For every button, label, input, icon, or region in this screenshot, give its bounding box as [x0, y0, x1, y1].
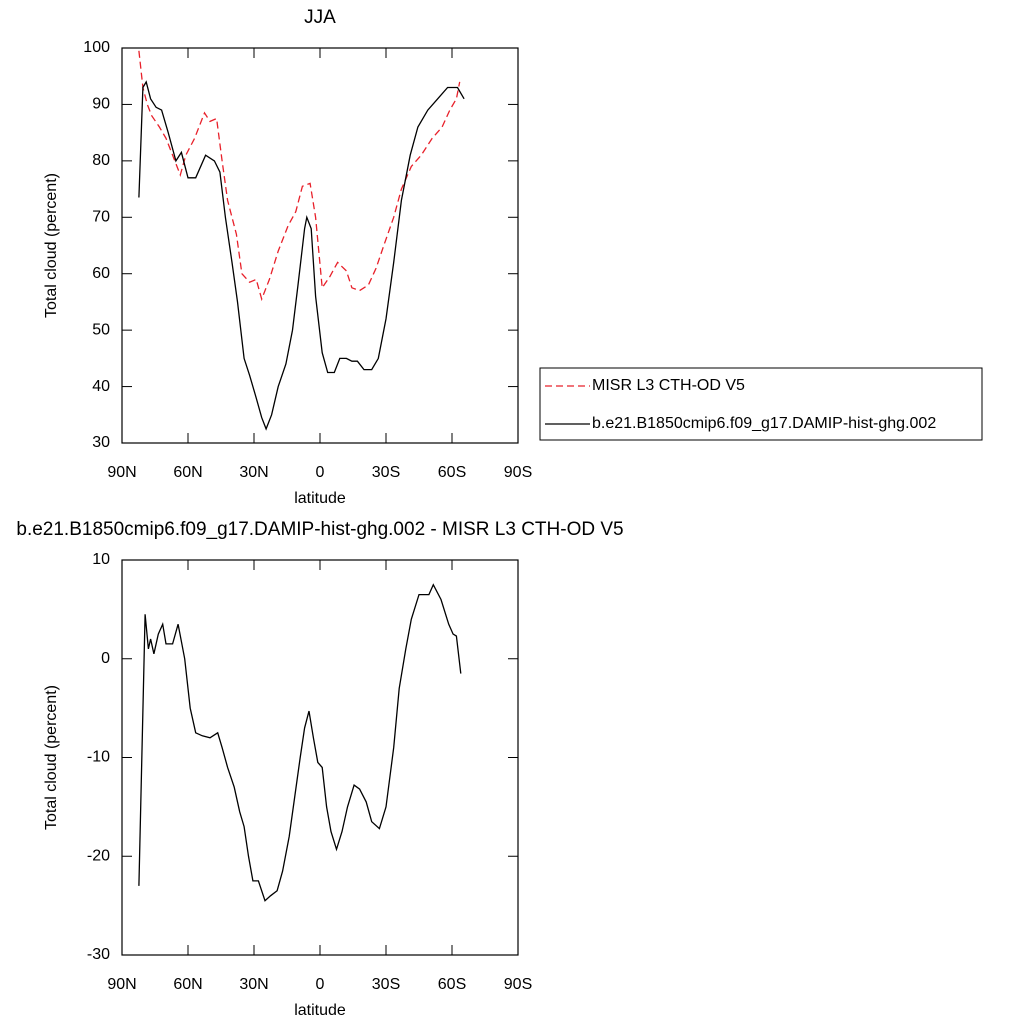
x-tick-label: 90N [107, 464, 136, 481]
x-tick-label: 60N [173, 976, 202, 993]
y-tick-label: 0 [101, 650, 110, 667]
x-axis-label: latitude [294, 1002, 346, 1019]
x-tick-label: 30S [372, 464, 400, 481]
data-line [138, 50, 461, 302]
data-line [138, 583, 462, 902]
x-tick-label: 90N [107, 976, 136, 993]
y-tick-label: 80 [92, 152, 110, 169]
x-tick-label: 60S [438, 976, 466, 993]
x-tick-label: 90S [504, 464, 532, 481]
x-tick-label: 60N [173, 464, 202, 481]
y-tick-label: 70 [92, 209, 110, 226]
y-tick-label: 60 [92, 265, 110, 282]
legend-box [539, 367, 983, 441]
legend-label: b.e21.B1850cmip6.f09_g17.DAMIP-hist-ghg.… [592, 415, 936, 432]
data-line [138, 80, 465, 431]
chart-title: b.e21.B1850cmip6.f09_g17.DAMIP-hist-ghg.… [16, 519, 623, 540]
plot-frame [121, 47, 519, 444]
x-tick-label: 30S [372, 976, 400, 993]
x-tick-label: 90S [504, 976, 532, 993]
y-axis-label: Total cloud (percent) [43, 173, 60, 318]
x-tick-label: 60S [438, 464, 466, 481]
y-axis-label: Total cloud (percent) [43, 685, 60, 830]
x-tick-label: 30N [239, 464, 268, 481]
x-tick-label: 0 [316, 976, 325, 993]
y-tick-label: 90 [92, 96, 110, 113]
y-tick-label: -30 [87, 946, 110, 963]
y-tick-label: 10 [92, 551, 110, 568]
x-tick-label: 30N [239, 976, 268, 993]
y-tick-label: 40 [92, 378, 110, 395]
y-tick-label: 50 [92, 321, 110, 338]
y-tick-label: 100 [83, 39, 110, 56]
legend-label: MISR L3 CTH-OD V5 [592, 377, 745, 394]
y-tick-label: 30 [92, 434, 110, 451]
y-tick-label: -20 [87, 847, 110, 864]
x-tick-label: 0 [316, 464, 325, 481]
x-axis-label: latitude [294, 490, 346, 507]
plot-frame [121, 559, 519, 956]
y-tick-label: -10 [87, 749, 110, 766]
chart-title: JJA [304, 7, 336, 28]
